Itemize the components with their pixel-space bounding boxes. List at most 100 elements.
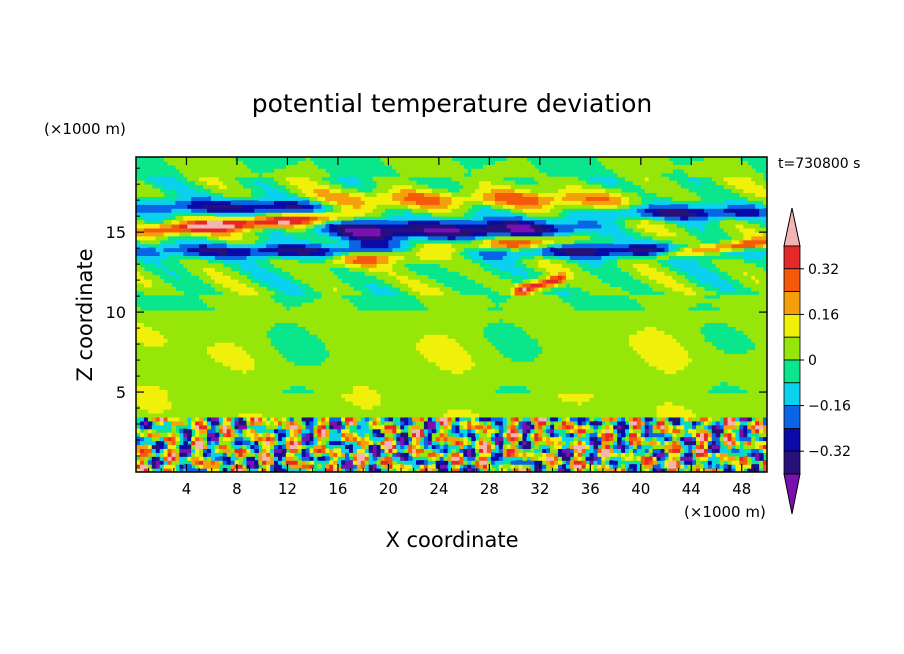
- heatmap-cell: [203, 342, 208, 347]
- heatmap-cell: [534, 381, 539, 386]
- heatmap-cell: [191, 420, 196, 426]
- heatmap-cell: [203, 432, 208, 438]
- heatmap-cell: [203, 338, 208, 343]
- heatmap-cell: [143, 349, 149, 355]
- heatmap-cell: [333, 342, 338, 347]
- heatmap-cell: [408, 385, 413, 390]
- heatmap-cell: [502, 432, 508, 438]
- heatmap-cell: [380, 464, 386, 469]
- heatmap-cell: [368, 464, 374, 469]
- heatmap-cell: [214, 468, 220, 472]
- heatmap-cell: [636, 444, 642, 449]
- heatmap-cell: [246, 334, 251, 339]
- heatmap-cell: [494, 361, 500, 367]
- heatmap-cell: [711, 428, 717, 434]
- heatmap-cell: [723, 397, 729, 402]
- heatmap-cell: [234, 448, 240, 453]
- heatmap-cell: [352, 444, 358, 449]
- heatmap-cell: [250, 369, 255, 375]
- heatmap-cell: [274, 373, 279, 379]
- heatmap-cell: [510, 424, 516, 430]
- heatmap-cell: [376, 428, 382, 434]
- heatmap-cell: [459, 436, 464, 442]
- heatmap-cell: [159, 381, 165, 386]
- heatmap-cell: [759, 460, 764, 465]
- heatmap-cell: [297, 448, 303, 453]
- heatmap-cell: [751, 464, 756, 469]
- heatmap-cell: [581, 353, 587, 359]
- heatmap-cell: [266, 381, 271, 386]
- heatmap-cell: [360, 444, 366, 449]
- heatmap-cell: [589, 338, 595, 343]
- heatmap-cell: [431, 420, 437, 426]
- heatmap-cell: [743, 373, 748, 379]
- heatmap-cell: [317, 412, 322, 418]
- heatmap-cell: [755, 416, 760, 422]
- heatmap-cell: [447, 389, 453, 394]
- heatmap-cell: [179, 428, 184, 434]
- heatmap-cell: [143, 420, 149, 426]
- heatmap-cell: [206, 432, 212, 438]
- heatmap-cell: [206, 464, 212, 469]
- heatmap-cell: [301, 444, 307, 449]
- heatmap-cell: [191, 409, 196, 414]
- heatmap-cell: [171, 424, 177, 430]
- heatmap-cell: [199, 393, 204, 398]
- heatmap-cell: [719, 424, 725, 430]
- heatmap-cell: [262, 357, 267, 363]
- heatmap-cell: [412, 397, 417, 402]
- heatmap-cell: [325, 357, 330, 363]
- heatmap-cell: [502, 357, 508, 363]
- heatmap-cell: [337, 369, 342, 375]
- heatmap-cell: [680, 365, 685, 371]
- heatmap-cell: [412, 357, 417, 363]
- heatmap-cell: [613, 385, 618, 390]
- heatmap-cell: [550, 342, 555, 347]
- heatmap-cell: [463, 349, 468, 355]
- heatmap-cell: [550, 452, 555, 457]
- heatmap-cell: [451, 381, 457, 386]
- heatmap-cell: [640, 365, 646, 371]
- heatmap-cell: [254, 334, 259, 339]
- heatmap-cell: [557, 436, 563, 442]
- heatmap-cell: [498, 401, 504, 406]
- heatmap-cell: [412, 389, 417, 394]
- heatmap-cell: [210, 460, 216, 465]
- heatmap-cell: [155, 385, 161, 390]
- heatmap-cell: [530, 334, 535, 339]
- heatmap-cell: [360, 385, 366, 390]
- heatmap-cell: [546, 353, 551, 359]
- heatmap-cell: [522, 444, 528, 449]
- heatmap-cell: [396, 369, 401, 375]
- heatmap-cell: [139, 444, 145, 449]
- heatmap-cell: [191, 342, 196, 347]
- heatmap-cell: [526, 381, 531, 386]
- heatmap-cell: [459, 369, 464, 375]
- heatmap-cell: [171, 334, 177, 339]
- heatmap-cell: [459, 361, 464, 367]
- heatmap-cell: [388, 377, 393, 383]
- heatmap-cell: [526, 468, 531, 472]
- heatmap-cell: [431, 342, 437, 347]
- heatmap-cell: [565, 397, 571, 402]
- heatmap-cell: [297, 405, 303, 410]
- heatmap-cell: [246, 393, 251, 398]
- heatmap-cell: [613, 412, 618, 418]
- heatmap-cell: [514, 361, 520, 367]
- heatmap-cell: [723, 436, 729, 442]
- heatmap-cell: [557, 440, 563, 446]
- heatmap-cell: [542, 401, 547, 406]
- heatmap-cell: [333, 365, 338, 371]
- heatmap-cell: [672, 397, 677, 402]
- heatmap-cell: [376, 353, 382, 359]
- heatmap-cell: [372, 377, 378, 383]
- heatmap-cell: [136, 334, 141, 339]
- heatmap-cell: [337, 424, 342, 430]
- heatmap-cell: [285, 373, 291, 379]
- heatmap-cell: [735, 405, 740, 410]
- heatmap-cell: [518, 428, 524, 434]
- heatmap-cell: [680, 409, 685, 414]
- heatmap-cell: [416, 464, 421, 469]
- heatmap-cell: [672, 468, 677, 472]
- heatmap-cell: [183, 338, 188, 343]
